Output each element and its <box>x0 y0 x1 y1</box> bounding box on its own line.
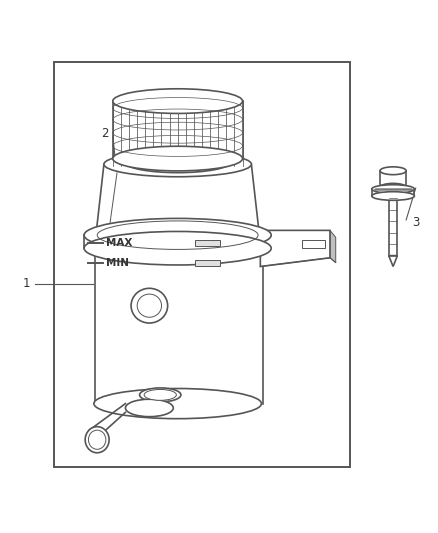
Ellipse shape <box>372 192 414 200</box>
Text: 1: 1 <box>23 277 30 290</box>
Ellipse shape <box>94 389 261 419</box>
Ellipse shape <box>380 183 406 191</box>
Ellipse shape <box>104 152 251 177</box>
Ellipse shape <box>113 146 243 171</box>
FancyBboxPatch shape <box>302 240 325 248</box>
Ellipse shape <box>372 185 414 193</box>
Text: MAX: MAX <box>106 238 132 247</box>
Ellipse shape <box>380 167 406 175</box>
Ellipse shape <box>137 294 162 317</box>
Ellipse shape <box>125 399 173 417</box>
Text: 3: 3 <box>412 216 420 229</box>
Ellipse shape <box>94 225 261 255</box>
FancyBboxPatch shape <box>195 260 220 266</box>
Polygon shape <box>330 230 336 263</box>
Ellipse shape <box>144 390 177 400</box>
Ellipse shape <box>84 231 271 265</box>
Ellipse shape <box>88 430 106 449</box>
Ellipse shape <box>124 151 231 173</box>
Ellipse shape <box>84 219 271 252</box>
Polygon shape <box>260 230 330 266</box>
Ellipse shape <box>131 288 168 323</box>
Ellipse shape <box>113 89 243 114</box>
Text: 2: 2 <box>101 127 109 140</box>
Ellipse shape <box>140 388 181 402</box>
Bar <box>53 62 350 467</box>
Polygon shape <box>389 256 397 266</box>
Ellipse shape <box>85 426 109 453</box>
Text: MIN: MIN <box>106 258 129 268</box>
FancyBboxPatch shape <box>195 239 220 246</box>
